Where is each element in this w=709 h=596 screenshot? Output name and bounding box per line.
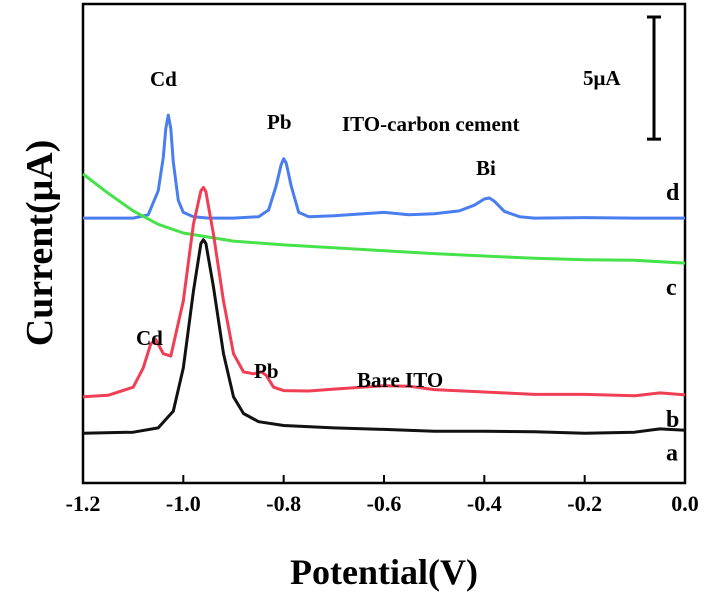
annotation-lower-group: Bare ITO	[357, 368, 443, 392]
annotation-upper-cd: Cd	[150, 67, 177, 91]
curve-label-b: b	[666, 407, 679, 433]
series-layer	[82, 113, 686, 435]
x-tick-label-4: -0.4	[467, 491, 502, 516]
x-tick-label-6: 0.0	[671, 491, 699, 516]
curve-label-a: a	[666, 440, 678, 466]
annotation-upper-group: ITO-carbon cement	[342, 112, 520, 136]
series-line-d	[83, 113, 685, 220]
x-tick-label-5: -0.2	[567, 491, 602, 516]
x-tick-label-2: -0.8	[266, 491, 301, 516]
series-line-a	[82, 238, 686, 435]
curve-label-d: d	[666, 180, 680, 206]
curve-label-c: c	[666, 275, 677, 301]
y-axis-title: Current(μA)	[19, 140, 61, 347]
annotation-upper-pb: Pb	[267, 110, 292, 134]
x-tick-label-3: -0.6	[367, 491, 402, 516]
scale-bar-label: 5μA	[583, 66, 621, 90]
x-tick-label-1: -1.0	[166, 491, 201, 516]
scale-bar: 5μA	[583, 15, 661, 141]
curve-labels: d c ba	[666, 180, 680, 466]
x-axis-ticks: -1.2 -1.0 -0.8 -0.6 -0.4 -0.2 0.0	[66, 475, 699, 516]
series-line-c	[82, 172, 686, 265]
annotation-lower-pb: Pb	[254, 359, 279, 383]
annotation-upper-bi: Bi	[476, 156, 496, 180]
series-line-b	[82, 186, 686, 399]
x-tick-label-0: -1.2	[66, 491, 101, 516]
annotation-lower-cd: Cd	[136, 326, 163, 350]
x-axis-title: Potential(V)	[290, 552, 478, 592]
